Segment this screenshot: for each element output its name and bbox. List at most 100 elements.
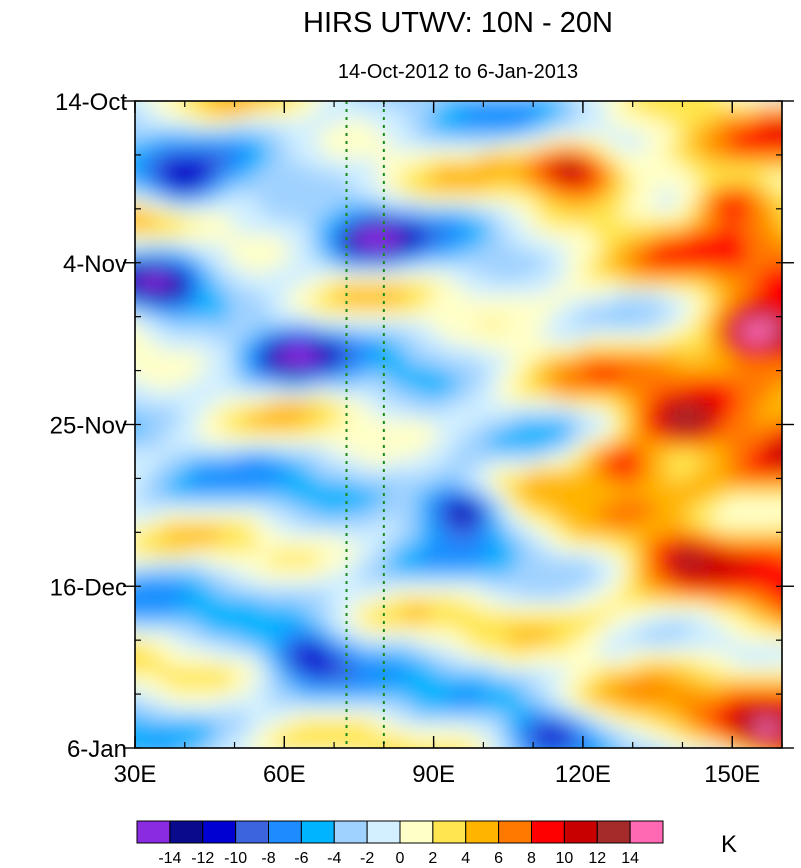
heatmap-cell: [686, 474, 698, 483]
heatmap-cell: [696, 481, 708, 491]
heatmap-cell: [527, 497, 539, 506]
heatmap-cell: [497, 466, 509, 476]
heatmap-cell: [786, 282, 797, 291]
heatmap-cell: [786, 120, 797, 129]
heatmap-cell: [637, 89, 648, 98]
heatmap-cell: [587, 304, 599, 314]
heatmap-cell: [607, 589, 619, 599]
heatmap-cell: [736, 119, 748, 129]
heatmap-cell: [358, 605, 370, 614]
heatmap-cell: [477, 327, 489, 337]
heatmap-cell: [428, 543, 440, 553]
heatmap-cell: [706, 104, 718, 114]
heatmap-cell: [299, 81, 310, 90]
heatmap-cell: [537, 450, 549, 460]
heatmap-cell: [517, 427, 529, 437]
heatmap-cell: [248, 343, 260, 352]
heatmap-cell: [617, 112, 629, 121]
heatmap-cell: [557, 520, 569, 529]
heatmap-cell: [448, 320, 459, 329]
heatmap-cell: [149, 443, 161, 452]
heatmap-cell: [239, 135, 250, 144]
heatmap-cell: [637, 112, 649, 121]
heatmap-cell: [766, 266, 778, 275]
heatmap-cell: [497, 196, 509, 206]
heatmap-cell: [527, 605, 539, 614]
heatmap-cell: [527, 574, 539, 583]
heatmap-cell: [736, 266, 748, 275]
heatmap-cell: [497, 397, 509, 406]
heatmap-cell: [318, 581, 330, 591]
heatmap-cell: [189, 420, 201, 429]
heatmap-cell: [268, 296, 280, 306]
heatmap-cell: [587, 250, 599, 260]
heatmap-cell: [776, 520, 782, 529]
heatmap-cell: [676, 173, 688, 183]
heatmap-cell: [716, 435, 728, 445]
heatmap-cell: [199, 381, 211, 391]
heatmap-cell: [159, 474, 171, 483]
heatmap-cell: [179, 142, 191, 152]
heatmap-cell: [507, 235, 519, 244]
heatmap-cell: [706, 219, 718, 229]
heatmap-cell: [199, 474, 211, 483]
heatmap-cell: [268, 212, 280, 221]
heatmap-cell: [209, 312, 221, 322]
heatmap-cell: [328, 420, 340, 429]
heatmap-cell: [497, 112, 509, 121]
heatmap-cell: [179, 181, 191, 191]
heatmap-cell: [597, 189, 609, 198]
heatmap-cell: [557, 535, 569, 545]
heatmap-cell: [617, 612, 629, 622]
heatmap-cell: [597, 481, 609, 491]
heatmap-cell: [120, 166, 131, 175]
heatmap-cell: [597, 235, 609, 244]
heatmap-cell: [298, 189, 310, 198]
heatmap-cell: [388, 512, 400, 522]
heatmap-cell: [796, 412, 801, 421]
heatmap-cell: [487, 289, 499, 298]
heatmap-cell: [667, 497, 678, 506]
heatmap-cell: [268, 605, 280, 614]
heatmap-cell: [647, 165, 659, 175]
heatmap-cell: [686, 543, 698, 553]
heatmap-cell: [229, 527, 241, 537]
heatmap-cell: [348, 289, 360, 298]
heatmap-cell: [278, 335, 290, 345]
heatmap-cell: [428, 304, 440, 314]
heatmap-cell: [438, 312, 450, 322]
heatmap-cell: [557, 381, 569, 391]
heatmap-cell: [467, 543, 479, 553]
heatmap-cell: [408, 150, 420, 160]
heatmap-cell: [318, 412, 330, 422]
heatmap-cells: [110, 81, 801, 748]
heatmap-cell: [776, 358, 782, 368]
heatmap-cell: [268, 620, 280, 630]
heatmap-cell: [268, 219, 280, 229]
heatmap-cell: [597, 135, 609, 144]
heatmap-cell: [169, 481, 181, 491]
heatmap-cell: [298, 397, 310, 406]
heatmap-cell: [199, 89, 210, 98]
heatmap-cell: [110, 443, 121, 452]
heatmap-cell: [408, 543, 420, 553]
heatmap-cell: [318, 628, 330, 637]
heatmap-cell: [139, 504, 151, 514]
heatmap-cell: [537, 435, 549, 445]
heatmap-cell: [567, 343, 579, 352]
heatmap-cell: [557, 327, 569, 337]
heatmap-cell: [358, 212, 370, 221]
heatmap-cell: [408, 219, 420, 229]
heatmap-cell: [597, 535, 609, 545]
heatmap-cell: [338, 389, 350, 399]
heatmap-cell: [268, 158, 280, 167]
heatmap-cell: [268, 181, 280, 191]
heatmap-cell: [348, 165, 360, 175]
heatmap-cell: [239, 296, 250, 306]
heatmap-cell: [239, 373, 250, 383]
heatmap-cell: [268, 435, 280, 445]
heatmap-cell: [557, 427, 569, 437]
heatmap-cell: [467, 412, 479, 422]
heatmap-cell: [567, 389, 579, 399]
heatmap-cell: [716, 358, 728, 368]
